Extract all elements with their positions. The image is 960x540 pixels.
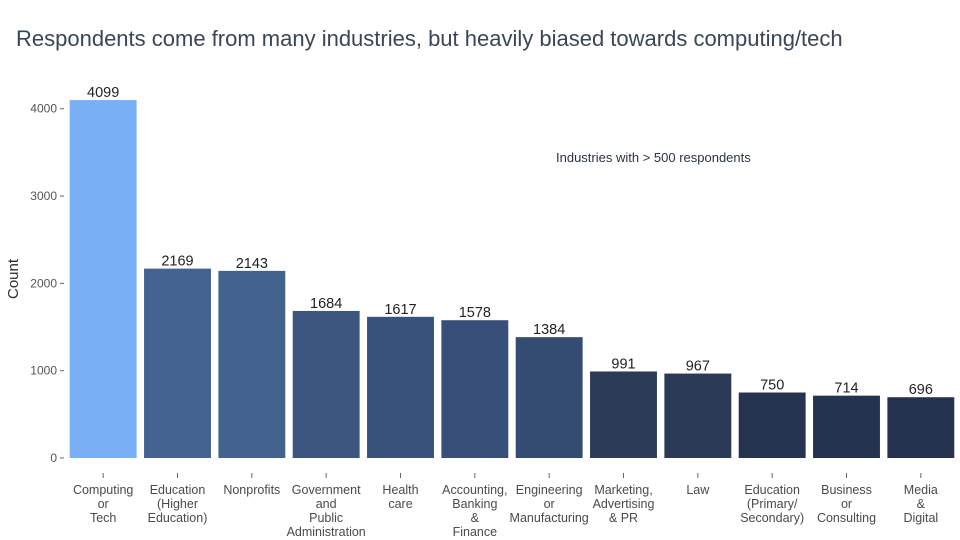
data-label: 1684	[310, 296, 342, 312]
y-tick-label: 1000	[30, 364, 57, 378]
bar	[887, 397, 955, 458]
y-axis: Count 0 1000 2000 3000 4000	[5, 102, 64, 465]
bar	[292, 310, 360, 458]
x-tick-label: Government and Public Administration	[287, 483, 366, 539]
x-tick-label: Business or Consulting	[817, 483, 876, 525]
value-labels: 4099 2169 2143 1684 1617 1578 1384 991 967 750 714…	[87, 85, 933, 398]
data-label: 1617	[384, 302, 416, 318]
x-tick-label: Nonprofits	[223, 483, 280, 497]
x-axis: Computing or Tech Education (Higher Education…	[73, 473, 938, 539]
bar	[813, 395, 880, 458]
bar	[367, 316, 434, 458]
data-label: 991	[611, 356, 635, 372]
data-label: 1578	[459, 305, 491, 321]
bar	[218, 270, 286, 458]
data-label: 2143	[236, 256, 268, 272]
y-axis-label: Count	[5, 258, 22, 299]
data-label: 750	[760, 378, 784, 394]
bar	[69, 100, 137, 459]
x-tick-label: Computing or Tech	[73, 483, 133, 525]
bar	[144, 268, 211, 458]
x-tick-label: Education (Primary/Secondary)	[740, 483, 804, 525]
data-label: 2169	[161, 254, 193, 270]
bar	[590, 371, 657, 458]
y-tick-label: 2000	[30, 276, 57, 290]
y-tick-label: 4000	[30, 102, 57, 116]
x-tick-label: Law	[686, 483, 710, 497]
x-tick-label: Engineering or Manufacturing	[510, 483, 589, 525]
x-tick-label: Education (Higher Education)	[148, 483, 208, 525]
y-tick-label: 3000	[30, 189, 57, 203]
chart-title: Respondents come from many industries, b…	[16, 26, 843, 51]
x-tick-label: Accounting, Banking & Finance	[442, 483, 507, 539]
bar	[738, 392, 806, 458]
data-label: 696	[909, 382, 933, 398]
bar	[441, 320, 509, 458]
data-label: 4099	[87, 85, 119, 101]
data-label: 1384	[533, 322, 565, 338]
x-tick-label: Media & Digital	[903, 483, 938, 525]
x-tick-label: Health care	[382, 483, 418, 511]
data-label: 967	[686, 359, 710, 375]
y-tick-label: 0	[50, 451, 57, 465]
bars	[69, 100, 955, 459]
bar	[515, 337, 583, 458]
chart-subtitle: Industries with > 500 respondents	[556, 150, 751, 165]
x-tick-label: Marketing, Advertising & PR	[593, 483, 655, 525]
data-label: 714	[834, 381, 858, 397]
bar	[664, 373, 732, 458]
